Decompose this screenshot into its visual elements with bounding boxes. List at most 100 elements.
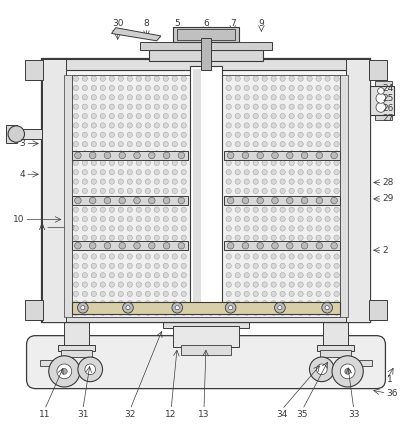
Circle shape — [172, 113, 178, 119]
Circle shape — [145, 132, 150, 137]
Circle shape — [172, 132, 178, 137]
Circle shape — [91, 188, 96, 194]
Circle shape — [181, 216, 186, 222]
Circle shape — [89, 152, 96, 159]
Circle shape — [253, 113, 258, 119]
Circle shape — [136, 310, 141, 315]
Circle shape — [325, 104, 330, 109]
Circle shape — [118, 95, 124, 100]
Circle shape — [181, 291, 186, 297]
Circle shape — [262, 301, 267, 306]
Circle shape — [271, 151, 276, 156]
Circle shape — [307, 188, 312, 194]
Circle shape — [325, 306, 329, 310]
Circle shape — [118, 123, 124, 128]
Circle shape — [325, 291, 330, 297]
Circle shape — [82, 272, 87, 278]
Circle shape — [271, 291, 276, 297]
Circle shape — [100, 263, 105, 268]
Circle shape — [244, 104, 249, 109]
Circle shape — [226, 123, 232, 128]
Circle shape — [307, 207, 312, 212]
Circle shape — [289, 198, 294, 203]
Circle shape — [119, 242, 126, 249]
Circle shape — [163, 123, 169, 128]
Circle shape — [226, 235, 232, 241]
Circle shape — [154, 291, 159, 297]
Circle shape — [181, 301, 186, 306]
Circle shape — [127, 291, 132, 297]
Circle shape — [91, 151, 96, 156]
Circle shape — [118, 141, 124, 147]
Circle shape — [262, 207, 267, 212]
Circle shape — [172, 303, 183, 313]
Circle shape — [316, 170, 321, 175]
Circle shape — [334, 170, 339, 175]
Circle shape — [145, 104, 150, 109]
Circle shape — [271, 132, 276, 137]
Circle shape — [226, 170, 232, 175]
Circle shape — [271, 254, 276, 259]
Circle shape — [163, 254, 169, 259]
Circle shape — [163, 310, 169, 315]
Text: 24: 24 — [383, 84, 394, 93]
Circle shape — [163, 282, 169, 287]
Circle shape — [235, 291, 240, 297]
Circle shape — [100, 76, 105, 81]
Circle shape — [100, 188, 105, 194]
Circle shape — [172, 254, 178, 259]
Circle shape — [289, 85, 294, 91]
Circle shape — [127, 263, 132, 268]
Bar — [190, 66, 222, 313]
Circle shape — [181, 151, 186, 156]
Circle shape — [172, 245, 178, 250]
Circle shape — [262, 310, 267, 315]
Text: 6: 6 — [203, 19, 209, 28]
Circle shape — [257, 242, 264, 249]
Circle shape — [127, 216, 132, 222]
Circle shape — [181, 76, 186, 81]
Circle shape — [172, 301, 178, 306]
Circle shape — [235, 132, 240, 137]
Circle shape — [172, 272, 178, 278]
Circle shape — [127, 151, 132, 156]
Circle shape — [253, 95, 258, 100]
Circle shape — [298, 216, 303, 222]
Text: 9: 9 — [259, 19, 265, 28]
Circle shape — [242, 152, 249, 159]
Circle shape — [298, 179, 303, 184]
Circle shape — [289, 104, 294, 109]
Circle shape — [73, 282, 79, 287]
Circle shape — [82, 254, 87, 259]
Bar — [370, 300, 387, 320]
Circle shape — [289, 216, 294, 222]
Circle shape — [227, 152, 234, 159]
Circle shape — [100, 113, 105, 119]
Circle shape — [262, 85, 267, 91]
Bar — [225, 196, 340, 205]
Circle shape — [316, 123, 321, 128]
Circle shape — [82, 95, 87, 100]
Circle shape — [8, 126, 24, 142]
Circle shape — [109, 263, 115, 268]
Circle shape — [307, 301, 312, 306]
Circle shape — [172, 188, 178, 194]
Circle shape — [82, 245, 87, 250]
Circle shape — [226, 310, 232, 315]
Circle shape — [271, 123, 276, 128]
Circle shape — [82, 207, 87, 212]
Circle shape — [172, 207, 178, 212]
Text: 29: 29 — [383, 194, 394, 203]
Circle shape — [109, 95, 115, 100]
Circle shape — [145, 151, 150, 156]
Circle shape — [289, 245, 294, 250]
Circle shape — [181, 132, 186, 137]
Circle shape — [301, 242, 308, 249]
Circle shape — [127, 113, 132, 119]
Bar — [42, 59, 370, 70]
Circle shape — [298, 141, 303, 147]
Circle shape — [73, 301, 79, 306]
Circle shape — [118, 113, 124, 119]
Circle shape — [262, 160, 267, 166]
Circle shape — [262, 123, 267, 128]
